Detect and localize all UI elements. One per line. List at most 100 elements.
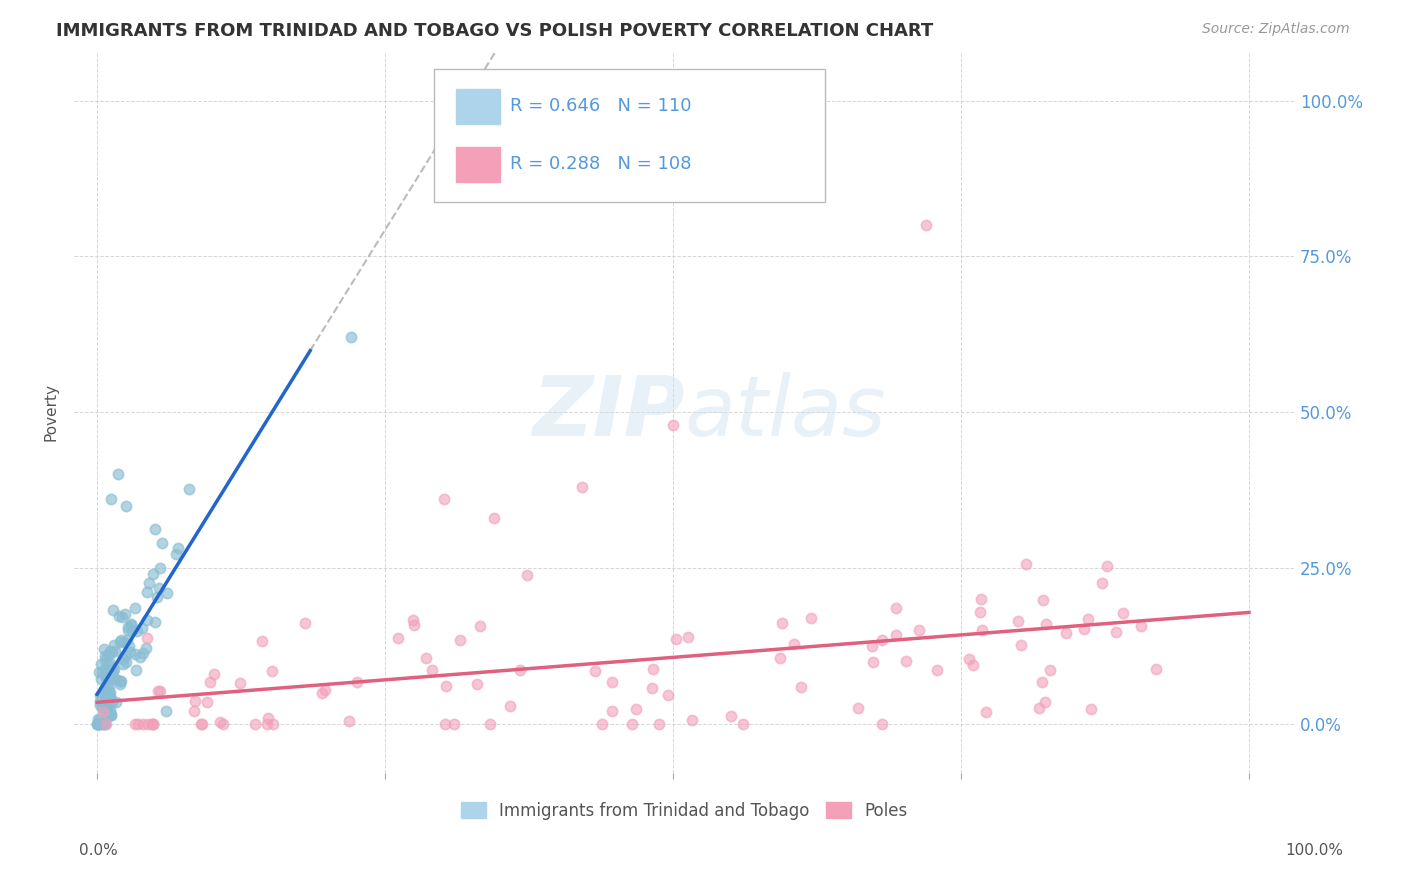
- Point: [1007, 614, 1029, 628]
- Point: [98, 667, 121, 681]
- Point: [862, 655, 884, 669]
- Point: [117, 632, 139, 647]
- Point: [183, 704, 205, 718]
- Point: [127, 716, 149, 731]
- Point: [508, 663, 530, 677]
- Point: [884, 601, 907, 615]
- Point: [974, 705, 997, 719]
- Legend: Immigrants from Trinidad and Tobago, Poles: Immigrants from Trinidad and Tobago, Pol…: [454, 795, 915, 827]
- Point: [98, 691, 121, 706]
- Point: [108, 608, 131, 623]
- Point: [108, 673, 131, 688]
- Point: [124, 647, 146, 661]
- Point: [402, 614, 425, 628]
- Point: [894, 654, 917, 668]
- Point: [846, 701, 869, 715]
- Point: [149, 684, 172, 698]
- Point: [657, 688, 679, 702]
- Point: [100, 685, 122, 699]
- Point: [114, 649, 136, 664]
- Point: [96, 689, 118, 703]
- Point: [433, 716, 456, 731]
- Point: [184, 694, 207, 708]
- Y-axis label: Poverty: Poverty: [44, 383, 58, 441]
- Point: [117, 639, 139, 653]
- Text: R = 0.288   N = 108: R = 0.288 N = 108: [510, 155, 692, 173]
- Point: [208, 714, 231, 729]
- Point: [93, 642, 115, 657]
- FancyBboxPatch shape: [456, 89, 501, 124]
- Point: [245, 716, 267, 731]
- Point: [415, 650, 437, 665]
- Point: [143, 615, 166, 629]
- Point: [681, 713, 703, 727]
- Point: [1144, 662, 1167, 676]
- Point: [120, 645, 142, 659]
- Point: [136, 716, 159, 731]
- Point: [86, 716, 108, 731]
- Point: [114, 607, 136, 621]
- Point: [195, 695, 218, 709]
- Point: [148, 581, 170, 595]
- Point: [1054, 625, 1077, 640]
- Point: [314, 683, 336, 698]
- Point: [86, 716, 108, 731]
- Point: [98, 680, 121, 694]
- Point: [94, 671, 117, 685]
- Point: [339, 330, 361, 344]
- Point: [89, 694, 111, 708]
- Text: 0.0%: 0.0%: [79, 843, 118, 858]
- Point: [641, 662, 664, 676]
- Point: [121, 623, 143, 637]
- Point: [676, 630, 699, 644]
- Point: [87, 714, 110, 728]
- Point: [136, 632, 159, 646]
- Point: [98, 644, 121, 658]
- Point: [516, 568, 538, 582]
- Point: [1039, 663, 1062, 677]
- Point: [136, 613, 159, 627]
- Point: [731, 716, 754, 731]
- Point: [97, 685, 120, 699]
- Point: [105, 672, 128, 686]
- Point: [783, 637, 806, 651]
- Point: [972, 623, 994, 637]
- FancyBboxPatch shape: [434, 69, 825, 202]
- Point: [127, 624, 149, 638]
- Text: 100.0%: 100.0%: [1285, 843, 1344, 858]
- Point: [97, 672, 120, 686]
- Point: [90, 700, 112, 714]
- Point: [191, 716, 214, 731]
- Point: [100, 707, 122, 722]
- Point: [402, 617, 425, 632]
- Point: [94, 653, 117, 667]
- Point: [260, 664, 283, 678]
- Point: [641, 681, 664, 696]
- Point: [624, 702, 647, 716]
- Point: [146, 684, 169, 698]
- Point: [100, 645, 122, 659]
- Point: [129, 650, 152, 665]
- Point: [93, 716, 115, 731]
- Point: [98, 689, 121, 703]
- Point: [482, 511, 505, 525]
- Point: [111, 610, 134, 624]
- Point: [499, 698, 522, 713]
- Point: [87, 716, 110, 731]
- Point: [87, 665, 110, 679]
- Point: [87, 716, 110, 731]
- Point: [89, 698, 111, 712]
- Point: [108, 635, 131, 649]
- Point: [198, 674, 221, 689]
- Point: [443, 716, 465, 731]
- Point: [101, 603, 124, 617]
- Point: [120, 617, 142, 632]
- Point: [120, 618, 142, 632]
- Point: [93, 687, 115, 701]
- Point: [1130, 619, 1153, 633]
- Point: [111, 657, 134, 671]
- Point: [648, 716, 671, 731]
- Point: [97, 655, 120, 669]
- Point: [449, 632, 471, 647]
- Point: [124, 601, 146, 615]
